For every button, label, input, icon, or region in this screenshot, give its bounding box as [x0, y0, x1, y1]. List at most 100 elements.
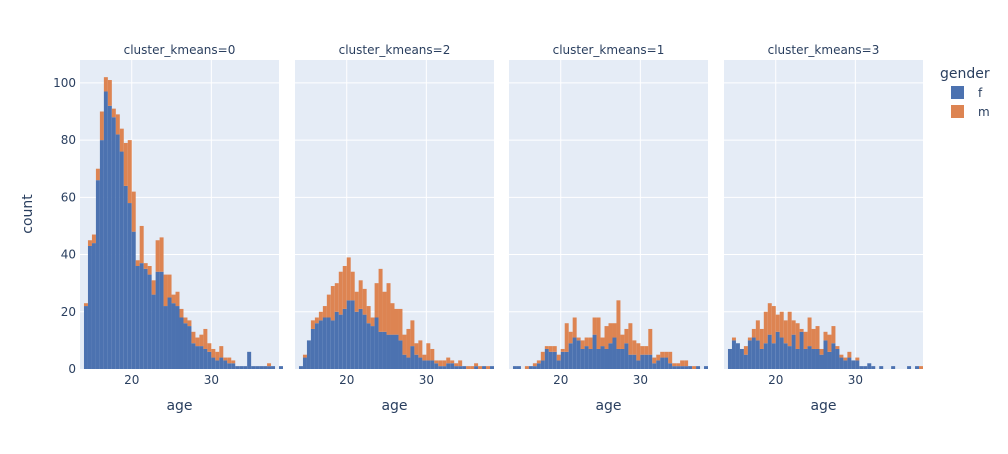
bar-m	[115, 114, 120, 135]
bar-f	[536, 363, 541, 369]
bar-m	[103, 77, 108, 92]
bar-f	[298, 366, 303, 369]
bar-f	[227, 363, 232, 369]
bar-m	[608, 323, 613, 344]
bar-m	[155, 240, 160, 272]
bar-f	[791, 334, 796, 369]
bar-f	[259, 366, 264, 369]
bar-m	[486, 366, 491, 369]
bar-m	[175, 291, 180, 307]
bar-m	[159, 237, 164, 272]
bar-m	[334, 283, 339, 312]
bar-m	[835, 346, 840, 349]
bar-m	[95, 168, 100, 181]
bar-m	[135, 260, 140, 266]
bar-f	[446, 363, 451, 369]
facet-title: cluster_kmeans=2	[339, 43, 451, 57]
bar-m	[438, 360, 443, 367]
bar-m	[919, 366, 923, 369]
bar-m	[568, 331, 573, 344]
bar-f	[540, 360, 545, 369]
bar-m	[338, 271, 343, 315]
bar-f	[199, 346, 204, 369]
bar-f	[652, 363, 657, 369]
y-tick-label: 20	[61, 305, 76, 319]
bar-f	[843, 360, 848, 369]
bar-m	[151, 280, 156, 295]
y-tick-label: 100	[53, 76, 76, 90]
bar-m	[394, 308, 399, 335]
y-tick-label: 60	[61, 190, 76, 204]
bar-f	[580, 348, 585, 369]
bar-f	[231, 363, 236, 369]
bar-m	[584, 337, 589, 347]
bar-f	[743, 354, 748, 369]
bar-f	[680, 366, 685, 369]
bar-m	[552, 346, 557, 352]
bar-m	[684, 360, 689, 367]
x-tick-label: 20	[553, 373, 568, 387]
bar-f	[867, 363, 872, 369]
bar-f	[223, 360, 228, 369]
bar-f	[239, 366, 244, 369]
bar-m	[815, 326, 820, 349]
bar-f	[871, 366, 876, 369]
bar-f	[111, 117, 116, 369]
bar-f	[422, 360, 427, 369]
bar-f	[763, 343, 768, 369]
bar-m	[823, 331, 828, 341]
bar-f	[179, 317, 184, 369]
bar-f	[378, 331, 383, 369]
facet-title: cluster_kmeans=3	[768, 43, 880, 57]
bar-f	[592, 334, 597, 369]
bar-m	[692, 366, 697, 369]
panel-background	[724, 60, 923, 369]
bar-f	[847, 357, 852, 369]
bar-f	[584, 346, 589, 369]
facet-panel-3: cluster_kmeans=3 20 30 age	[724, 43, 923, 414]
bar-m	[596, 317, 601, 349]
bar-m	[366, 306, 371, 324]
bar-f	[831, 343, 836, 369]
x-tick-label: 30	[204, 373, 219, 387]
bar-m	[374, 283, 379, 318]
bar-f	[731, 340, 736, 369]
bar-f	[668, 363, 673, 369]
bar-f	[684, 366, 689, 369]
bar-f	[366, 323, 371, 369]
bar-f	[95, 180, 100, 369]
bar-m	[207, 343, 212, 352]
bar-f	[135, 266, 140, 369]
bar-m	[831, 326, 836, 344]
bar-f	[656, 360, 661, 369]
bar-m	[803, 331, 808, 349]
bar-f	[458, 366, 463, 369]
legend-label-m: m	[978, 105, 990, 119]
bar-f	[827, 351, 832, 369]
bar-f	[219, 357, 224, 369]
bar-f	[207, 351, 212, 369]
bar-f	[624, 343, 629, 369]
bar-m	[406, 328, 411, 358]
bar-f	[795, 348, 800, 369]
bar-m	[211, 348, 216, 358]
bar-m	[131, 191, 136, 232]
bar-f	[430, 360, 435, 369]
bar-m	[540, 351, 545, 361]
bar-m	[787, 311, 792, 347]
bar-f	[139, 263, 144, 369]
legend-title: gender	[940, 66, 990, 82]
bar-f	[640, 354, 645, 369]
bar-f	[863, 366, 868, 369]
x-tick-label: 20	[768, 373, 783, 387]
bar-f	[211, 357, 216, 369]
bar-m	[470, 366, 475, 369]
bar-f	[271, 366, 276, 369]
bar-m	[743, 346, 748, 355]
bar-m	[183, 317, 188, 324]
bar-f	[346, 300, 351, 369]
bar-m	[171, 294, 176, 304]
bar-m	[422, 354, 427, 361]
bar-f	[516, 366, 521, 369]
bar-f	[891, 366, 896, 369]
